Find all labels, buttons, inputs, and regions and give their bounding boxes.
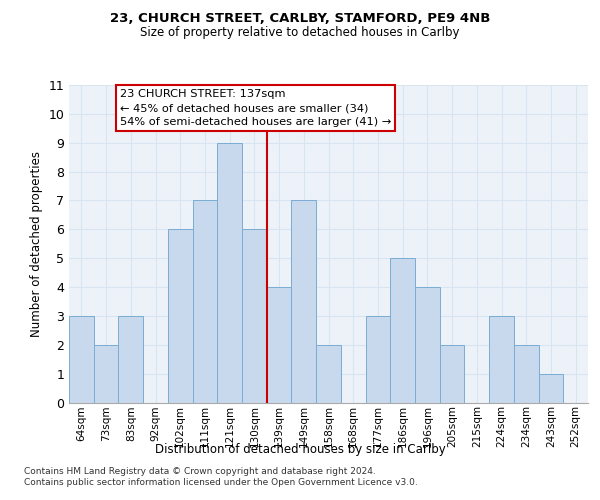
- Text: Distribution of detached houses by size in Carlby: Distribution of detached houses by size …: [155, 442, 445, 456]
- Bar: [94, 345, 118, 403]
- Bar: [539, 374, 563, 402]
- Bar: [415, 287, 440, 403]
- Y-axis label: Number of detached properties: Number of detached properties: [30, 151, 43, 337]
- Bar: [390, 258, 415, 402]
- Bar: [292, 200, 316, 402]
- Bar: [316, 345, 341, 403]
- Text: 23, CHURCH STREET, CARLBY, STAMFORD, PE9 4NB: 23, CHURCH STREET, CARLBY, STAMFORD, PE9…: [110, 12, 490, 26]
- Text: 23 CHURCH STREET: 137sqm
← 45% of detached houses are smaller (34)
54% of semi-d: 23 CHURCH STREET: 137sqm ← 45% of detach…: [119, 90, 391, 128]
- Bar: [217, 142, 242, 402]
- Bar: [118, 316, 143, 402]
- Bar: [242, 230, 267, 402]
- Bar: [267, 287, 292, 403]
- Bar: [440, 345, 464, 403]
- Text: Contains HM Land Registry data © Crown copyright and database right 2024.
Contai: Contains HM Land Registry data © Crown c…: [24, 468, 418, 487]
- Bar: [168, 230, 193, 402]
- Text: Size of property relative to detached houses in Carlby: Size of property relative to detached ho…: [140, 26, 460, 39]
- Bar: [514, 345, 539, 403]
- Bar: [365, 316, 390, 402]
- Bar: [69, 316, 94, 402]
- Bar: [193, 200, 217, 402]
- Bar: [489, 316, 514, 402]
